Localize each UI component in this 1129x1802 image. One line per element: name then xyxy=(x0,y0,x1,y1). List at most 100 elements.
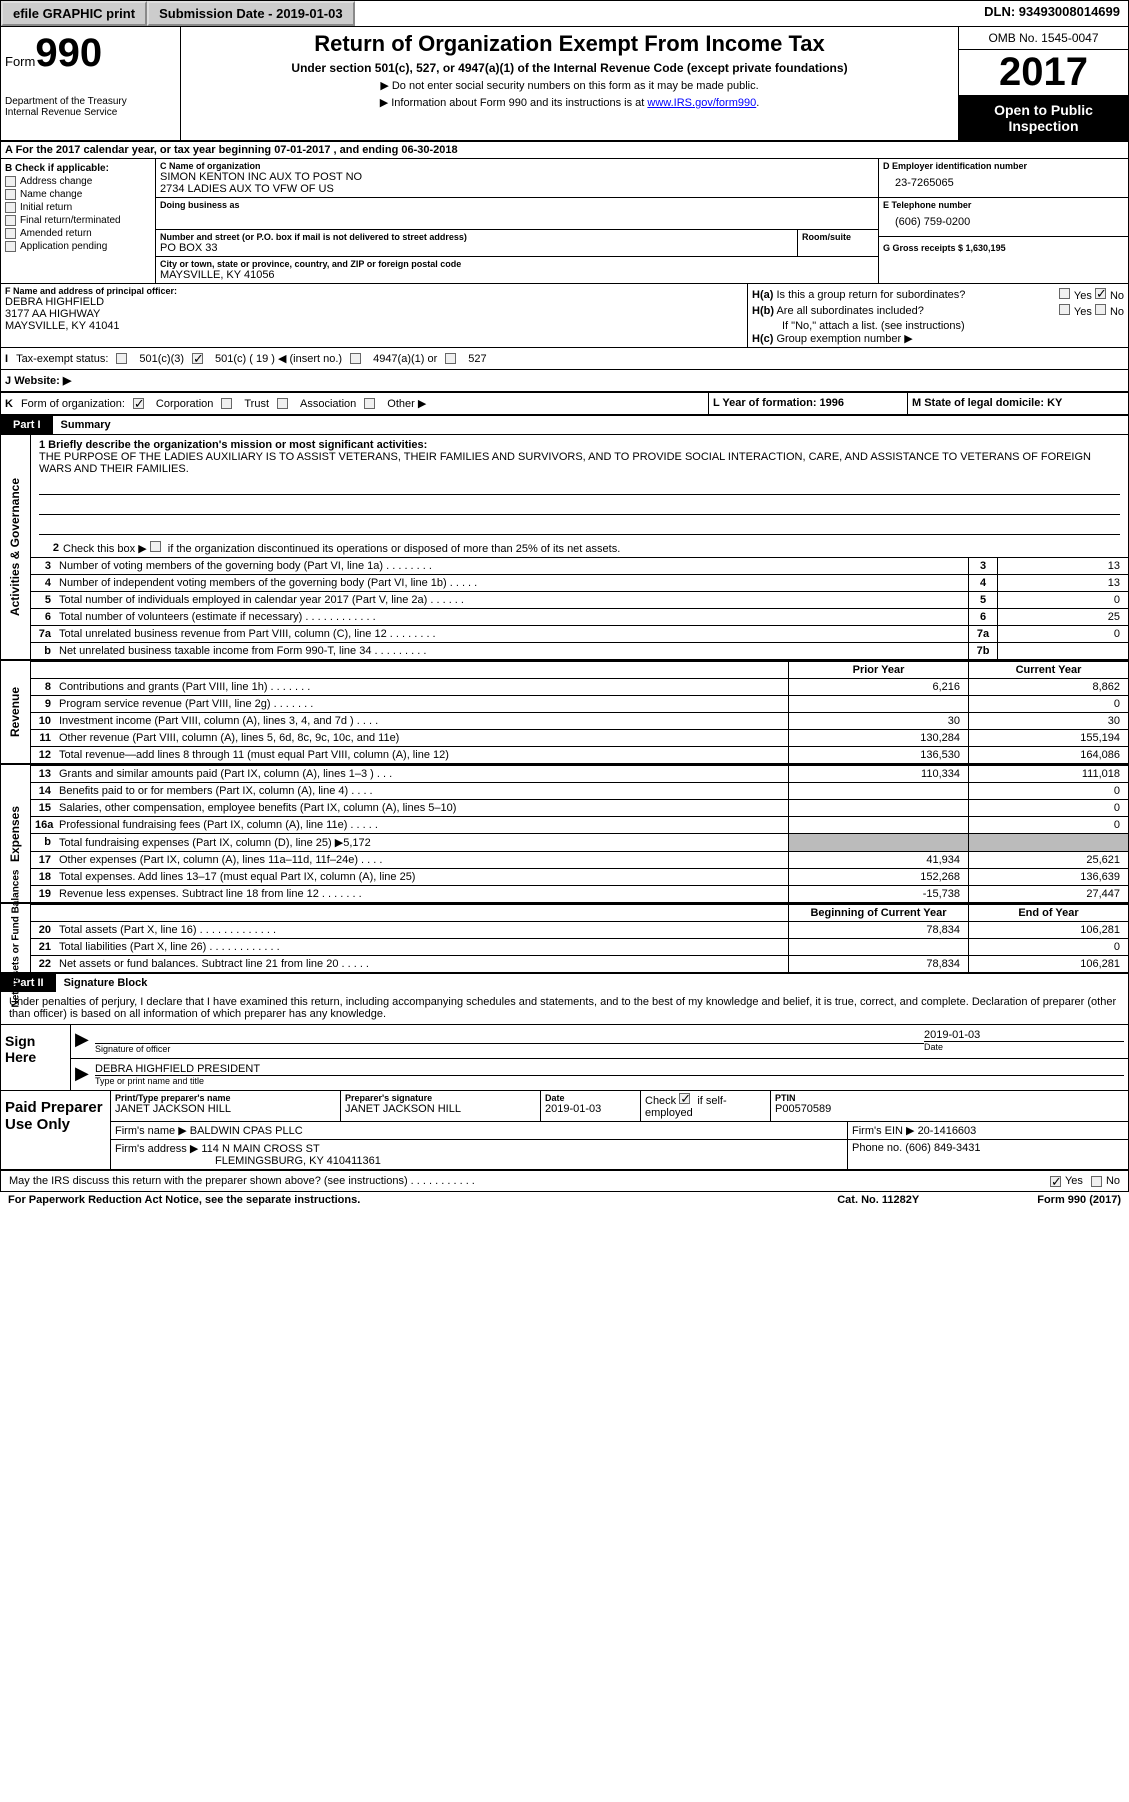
governance-label: Activities & Governance xyxy=(9,478,23,616)
hb-no[interactable] xyxy=(1095,304,1106,315)
check-address[interactable]: Address change xyxy=(5,176,151,187)
header-row: Form 990 Department of the Treasury Inte… xyxy=(1,27,1128,142)
footer-bottom: For Paperwork Reduction Act Notice, see … xyxy=(0,1192,1129,1208)
form-number: 990 xyxy=(35,31,102,76)
line-row: 21Total liabilities (Part X, line 26) . … xyxy=(31,938,1128,955)
hb-yes[interactable] xyxy=(1059,304,1070,315)
declaration-text: Under penalties of perjury, I declare th… xyxy=(1,992,1128,1024)
note2: ▶ Information about Form 990 and its ins… xyxy=(189,96,950,109)
check-trust[interactable] xyxy=(221,398,232,409)
line-row: 3Number of voting members of the governi… xyxy=(31,557,1128,574)
line-row: 8Contributions and grants (Part VIII, li… xyxy=(31,678,1128,695)
header-center: Return of Organization Exempt From Incom… xyxy=(181,27,958,140)
row-k: K Form of organization: Corporation Trus… xyxy=(1,393,1128,416)
line-row: 17Other expenses (Part IX, column (A), l… xyxy=(31,851,1128,868)
line-row: 15Salaries, other compensation, employee… xyxy=(31,799,1128,816)
officer-name: DEBRA HIGHFIELD PRESIDENT xyxy=(95,1063,1124,1075)
check-501c3[interactable] xyxy=(116,353,127,364)
check-initial[interactable]: Initial return xyxy=(5,202,151,213)
check-other[interactable] xyxy=(364,398,375,409)
name-title-label: Type or print name and title xyxy=(95,1075,1124,1086)
header-left: Form 990 Department of the Treasury Inte… xyxy=(1,27,181,140)
line-row: 7aTotal unrelated business revenue from … xyxy=(31,625,1128,642)
dba-box: Doing business as xyxy=(156,198,878,230)
firm-name: BALDWIN CPAS PLLC xyxy=(190,1125,303,1137)
form-title: Return of Organization Exempt From Incom… xyxy=(189,31,950,57)
revenue-label: Revenue xyxy=(9,687,23,737)
irs-link[interactable]: www.IRS.gov/form990 xyxy=(647,97,756,109)
efile-button[interactable]: efile GRAPHIC print xyxy=(1,1,147,26)
date-label: Date xyxy=(924,1041,1124,1052)
tax-year: 2017 xyxy=(959,50,1128,96)
section-fh: F Name and address of principal officer:… xyxy=(1,284,1128,348)
discuss-row: May the IRS discuss this return with the… xyxy=(1,1171,1128,1191)
omb-text: OMB No. 1545-0047 xyxy=(959,27,1128,50)
check-527[interactable] xyxy=(445,353,456,364)
form-subtitle: Under section 501(c), 527, or 4947(a)(1)… xyxy=(189,61,950,75)
line-row: 20Total assets (Part X, line 16) . . . .… xyxy=(31,921,1128,938)
check-final[interactable]: Final return/terminated xyxy=(5,215,151,226)
line-row: 4Number of independent voting members of… xyxy=(31,574,1128,591)
part2-header: Part II Signature Block xyxy=(1,974,1128,992)
preparer-name: JANET JACKSON HILL xyxy=(115,1103,336,1115)
check-amended[interactable]: Amended return xyxy=(5,228,151,239)
firm-addr2: FLEMINGSBURG, KY 410411361 xyxy=(115,1155,843,1167)
line-row: 9Program service revenue (Part VIII, lin… xyxy=(31,695,1128,712)
check-501c[interactable] xyxy=(192,353,203,364)
line-row: 6Total number of volunteers (estimate if… xyxy=(31,608,1128,625)
line-row: 22Net assets or fund balances. Subtract … xyxy=(31,955,1128,972)
curr-year-hdr: Current Year xyxy=(968,662,1128,678)
line-row: 11Other revenue (Part VIII, column (A), … xyxy=(31,729,1128,746)
line-row: 16aProfessional fundraising fees (Part I… xyxy=(31,816,1128,833)
top-bar: efile GRAPHIC print Submission Date - 20… xyxy=(1,1,1128,27)
dln-text: DLN: 93493008014699 xyxy=(976,1,1128,26)
prior-year-hdr: Prior Year xyxy=(788,662,968,678)
ha-no[interactable] xyxy=(1095,288,1106,299)
sign-block: Sign Here ▶ Signature of officer 2019-01… xyxy=(1,1024,1128,1091)
line-row: bNet unrelated business taxable income f… xyxy=(31,642,1128,659)
year-formation: L Year of formation: 1996 xyxy=(708,393,908,414)
begin-year-hdr: Beginning of Current Year xyxy=(788,905,968,921)
form-container: efile GRAPHIC print Submission Date - 20… xyxy=(0,0,1129,1192)
part1-header: Part I Summary xyxy=(1,416,1128,434)
ptin: P00570589 xyxy=(775,1103,1124,1115)
org-name-box: C Name of organization SIMON KENTON INC … xyxy=(156,159,878,198)
revenue-section: Revenue Prior Year Current Year 8Contrib… xyxy=(1,659,1128,763)
addr-row: Number and street (or P.O. box if mail i… xyxy=(156,230,878,257)
row-i: I Tax-exempt status: 501(c)(3) 501(c) ( … xyxy=(1,348,1128,370)
end-year-hdr: End of Year xyxy=(968,905,1128,921)
discuss-no[interactable] xyxy=(1091,1176,1102,1187)
governance-section: Activities & Governance 1 Briefly descri… xyxy=(1,434,1128,659)
line-row: 13Grants and similar amounts paid (Part … xyxy=(31,765,1128,782)
check-4947[interactable] xyxy=(350,353,361,364)
expenses-label: Expenses xyxy=(9,805,23,861)
firm-addr1: 114 N MAIN CROSS ST xyxy=(201,1143,319,1155)
check-assoc[interactable] xyxy=(277,398,288,409)
mission-text: THE PURPOSE OF THE LADIES AUXILIARY IS T… xyxy=(39,451,1120,475)
check-pending[interactable]: Application pending xyxy=(5,241,151,252)
check-name[interactable]: Name change xyxy=(5,189,151,200)
firm-phone: (606) 849-3431 xyxy=(905,1142,980,1154)
line-row: 19Revenue less expenses. Subtract line 1… xyxy=(31,885,1128,902)
line-row: 18Total expenses. Add lines 13–17 (must … xyxy=(31,868,1128,885)
line-row: bTotal fundraising expenses (Part IX, co… xyxy=(31,833,1128,851)
row-j: J Website: ▶ xyxy=(1,370,1128,393)
col-f: F Name and address of principal officer:… xyxy=(1,284,748,347)
ha-yes[interactable] xyxy=(1059,288,1070,299)
submission-button[interactable]: Submission Date - 2019-01-03 xyxy=(147,1,355,26)
netassets-label: Net Assets or Fund Balances xyxy=(10,869,21,1007)
check-discontinued[interactable] xyxy=(150,541,161,552)
netassets-section: Net Assets or Fund Balances Beginning of… xyxy=(1,902,1128,974)
discuss-yes[interactable] xyxy=(1050,1176,1061,1187)
dept-text: Department of the Treasury Internal Reve… xyxy=(5,96,176,118)
check-corp[interactable] xyxy=(133,398,144,409)
city-box: City or town, state or province, country… xyxy=(156,257,878,283)
preparer-sig: JANET JACKSON HILL xyxy=(345,1103,536,1115)
col-h: H(a) Is this a group return for subordin… xyxy=(748,284,1128,347)
inspection-badge: Open to Public Inspection xyxy=(959,96,1128,140)
check-self-employed[interactable] xyxy=(679,1093,690,1104)
expenses-section: Expenses 13Grants and similar amounts pa… xyxy=(1,763,1128,902)
preparer-date: 2019-01-03 xyxy=(545,1103,636,1115)
sign-here-label: Sign Here xyxy=(1,1025,71,1090)
ein-box: D Employer identification number 23-7265… xyxy=(879,159,1128,198)
